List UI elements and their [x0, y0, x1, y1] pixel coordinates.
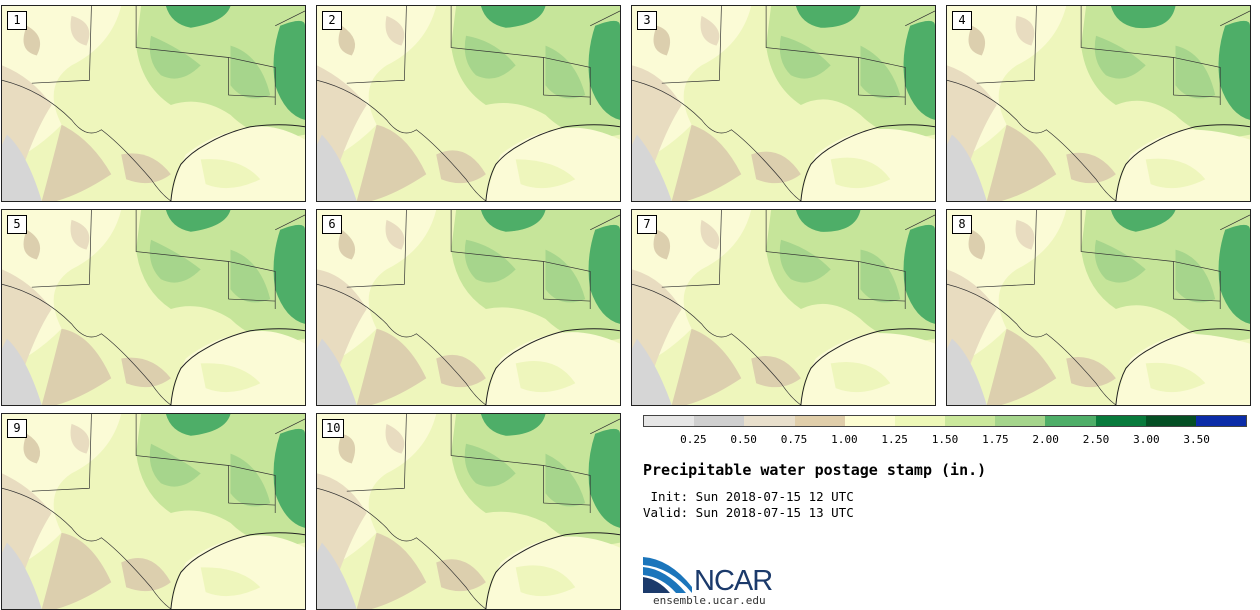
colorbar-swatch-8 [1045, 416, 1096, 426]
colorbar-label: 1.50 [931, 433, 959, 446]
map-panel-8: 8 [946, 209, 1251, 406]
colorbar-swatch-11 [1195, 416, 1247, 426]
chart-title: Precipitable water postage stamp (in.) [643, 461, 987, 479]
panel-number: 10 [322, 419, 345, 438]
colorbar-label: 3.50 [1183, 433, 1210, 446]
colorbar-swatch-4 [844, 416, 895, 426]
panel-number: 5 [7, 215, 27, 234]
map-panel-7: 7 [631, 209, 936, 406]
colorbar-swatch-5 [894, 416, 946, 426]
map-panel-10: 10 [316, 413, 621, 610]
map-panel-4: 4 [946, 5, 1251, 202]
colorbar-label: 2.00 [1032, 433, 1059, 446]
colorbar-swatch-6 [945, 416, 996, 426]
map-panel-9: 9 [1, 413, 306, 610]
map-panel-6: 6 [316, 209, 621, 406]
colorbar-swatch-7 [995, 416, 1046, 426]
panel-number: 8 [952, 215, 972, 234]
map-panel-2: 2 [316, 5, 621, 202]
panel-number: 6 [322, 215, 342, 234]
valid-time: Valid: Sun 2018-07-15 13 UTC [643, 505, 854, 520]
panel-number: 3 [637, 11, 657, 30]
colorbar-label: 2.50 [1082, 433, 1110, 446]
colorbar-swatch-0 [644, 416, 695, 426]
panel-number: 1 [7, 11, 27, 30]
colorbar-label: 3.00 [1133, 433, 1160, 446]
colorbar-swatch-9 [1095, 416, 1146, 426]
map-panel-3: 3 [631, 5, 936, 202]
colorbar-label: 1.75 [982, 433, 1009, 446]
ncar-logo[interactable]: NCAR ensemble.ucar.edu [642, 553, 802, 609]
colorbar-swatch-10 [1145, 416, 1196, 426]
colorbar-label: 0.75 [780, 433, 808, 446]
colorbar-swatch-2 [744, 416, 795, 426]
colorbar-label: 0.50 [730, 433, 757, 446]
colorbar-swatch-3 [794, 416, 845, 426]
init-time: Init: Sun 2018-07-15 12 UTC [643, 489, 854, 504]
ensemble-url[interactable]: ensemble.ucar.edu [653, 594, 766, 607]
ncar-logo-text: NCAR [694, 565, 773, 597]
panel-number: 7 [637, 215, 657, 234]
panel-number: 9 [7, 419, 27, 438]
map-panel-5: 5 [1, 209, 306, 406]
map-panel-1: 1 [1, 5, 306, 202]
colorbar-label: 0.25 [680, 433, 707, 446]
panel-number: 2 [322, 11, 342, 30]
colorbar-swatches [643, 415, 1247, 427]
ncar-swoosh-icon [643, 557, 692, 593]
panel-number: 4 [952, 11, 972, 30]
colorbar-label: 1.00 [831, 433, 858, 446]
colorbar-swatch-1 [694, 416, 745, 426]
colorbar-label: 1.25 [881, 433, 908, 446]
